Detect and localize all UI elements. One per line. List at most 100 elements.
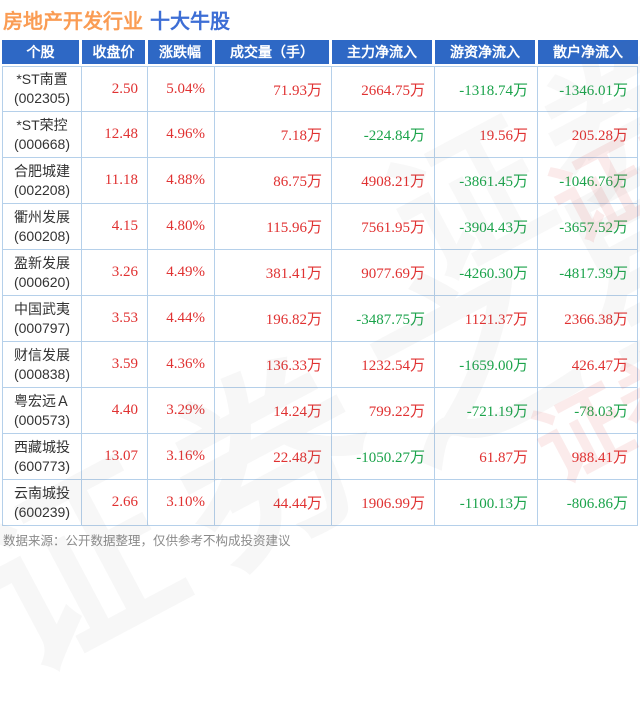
stock-name: 衢州发展 [14,208,70,225]
change-percent-cell: 4.36% [148,342,215,388]
hot-money-inflow-cell: -1100.13万 [435,480,538,526]
close-price-cell: 2.66 [82,480,148,526]
column-header: 个股 [2,40,82,66]
stock-code: (000838) [13,365,71,382]
hot-money-inflow-cell: -1659.00万 [435,342,538,388]
main-inflow-cell: 4908.21万 [332,158,435,204]
change-percent-cell: 5.04% [148,66,215,112]
retail-inflow-cell: 2366.38万 [538,296,638,342]
data-source-note: 数据来源：公开数据整理，仅供参考不构成投资建议 [3,534,291,548]
stock-name-cell: 合肥城建 (002208) [2,158,82,204]
stock-name-cell: 西藏城投 (600773) [2,434,82,480]
hot-money-inflow-cell: -1318.74万 [435,66,538,112]
change-percent-cell: 4.88% [148,158,215,204]
stock-name: 财信发展 [14,346,70,363]
main-inflow-cell: 1232.54万 [332,342,435,388]
volume-cell: 381.41万 [215,250,332,296]
table-row: 合肥城建 (002208) 11.18 4.88% 86.75万 4908.21万 -386… [2,158,638,204]
table-body: *ST南置 (002305) 2.50 5.04% 71.93万 2664.75万 -131… [2,66,638,526]
volume-cell: 115.96万 [215,204,332,250]
header-row: 个股 收盘价 涨跌幅 成交量（手） 主力净流入 游资净流入 散户净流入 [2,40,638,66]
retail-inflow-cell: -78.03万 [538,388,638,434]
close-price-cell: 3.26 [82,250,148,296]
column-header: 涨跌幅 [148,40,215,66]
stock-code: (002208) [13,181,71,198]
change-percent-cell: 4.44% [148,296,215,342]
column-header: 主力净流入 [332,40,435,66]
title-industry: 房地产开发行业 [3,11,143,33]
volume-cell: 22.48万 [215,434,332,480]
main-inflow-cell: 9077.69万 [332,250,435,296]
column-header: 收盘价 [82,40,148,66]
stock-name-cell: *ST荣控 (000668) [2,112,82,158]
stock-name-cell: 衢州发展 (600208) [2,204,82,250]
change-percent-cell: 4.80% [148,204,215,250]
stock-code: (000797) [13,319,71,336]
stock-code: (600773) [13,457,71,474]
stock-name-cell: 粤宏远Ａ (000573) [2,388,82,434]
retail-inflow-cell: 988.41万 [538,434,638,480]
stock-name-cell: 盈新发展 (000620) [2,250,82,296]
stock-code: (000620) [13,273,71,290]
column-header: 散户净流入 [538,40,638,66]
stock-name-cell: 财信发展 (000838) [2,342,82,388]
hot-money-inflow-cell: -3861.45万 [435,158,538,204]
stock-code: (000573) [13,411,71,428]
volume-cell: 44.44万 [215,480,332,526]
retail-inflow-cell: -3657.52万 [538,204,638,250]
stock-name: 粤宏远Ａ [14,392,70,409]
retail-inflow-cell: -806.86万 [538,480,638,526]
change-percent-cell: 3.10% [148,480,215,526]
retail-inflow-cell: -1346.01万 [538,66,638,112]
stock-name: 西藏城投 [14,438,70,455]
close-price-cell: 13.07 [82,434,148,480]
table-row: 云南城投 (600239) 2.66 3.10% 44.44万 1906.99万 -1100… [2,480,638,526]
close-price-cell: 2.50 [82,66,148,112]
change-percent-cell: 4.49% [148,250,215,296]
main-inflow-cell: 799.22万 [332,388,435,434]
hot-money-inflow-cell: -3904.43万 [435,204,538,250]
stock-name-cell: 中国武夷 (000797) [2,296,82,342]
retail-inflow-cell: 426.47万 [538,342,638,388]
stock-code: (600208) [13,227,71,244]
volume-cell: 196.82万 [215,296,332,342]
main-inflow-cell: 2664.75万 [332,66,435,112]
table-row: 衢州发展 (600208) 4.15 4.80% 115.96万 7561.95万 -390… [2,204,638,250]
page-title: 房地产开发行业 十大牛股 [3,5,230,34]
column-header: 成交量（手） [215,40,332,66]
hot-money-inflow-cell: -4260.30万 [435,250,538,296]
close-price-cell: 4.15 [82,204,148,250]
stock-code: (600239) [13,503,71,520]
stock-code: (000668) [13,135,71,152]
stock-name: 云南城投 [14,484,70,501]
stock-name: 中国武夷 [14,300,70,317]
stock-name-cell: *ST南置 (002305) [2,66,82,112]
main-inflow-cell: -224.84万 [332,112,435,158]
volume-cell: 86.75万 [215,158,332,204]
stock-code: (002305) [13,90,71,106]
change-percent-cell: 3.29% [148,388,215,434]
title-topic: 十大牛股 [150,11,230,33]
close-price-cell: 3.59 [82,342,148,388]
table-row: 粤宏远Ａ (000573) 4.40 3.29% 14.24万 799.22万 -721.1… [2,388,638,434]
table-row: 财信发展 (000838) 3.59 4.36% 136.33万 1232.54万 -165… [2,342,638,388]
column-header: 游资净流入 [435,40,538,66]
main-inflow-cell: -3487.75万 [332,296,435,342]
change-percent-cell: 4.96% [148,112,215,158]
volume-cell: 7.18万 [215,112,332,158]
main-inflow-cell: -1050.27万 [332,434,435,480]
stock-name: *ST南置 [16,71,68,87]
close-price-cell: 4.40 [82,388,148,434]
table-row: 西藏城投 (600773) 13.07 3.16% 22.48万 -1050.27万 61.… [2,434,638,480]
hot-money-inflow-cell: -721.19万 [435,388,538,434]
volume-cell: 136.33万 [215,342,332,388]
retail-inflow-cell: 205.28万 [538,112,638,158]
change-percent-cell: 3.16% [148,434,215,480]
retail-inflow-cell: -4817.39万 [538,250,638,296]
hot-money-inflow-cell: 1121.37万 [435,296,538,342]
stock-name-cell: 云南城投 (600239) [2,480,82,526]
stock-name: 盈新发展 [14,254,70,271]
stock-name: 合肥城建 [14,162,70,179]
volume-cell: 71.93万 [215,66,332,112]
retail-inflow-cell: -1046.76万 [538,158,638,204]
